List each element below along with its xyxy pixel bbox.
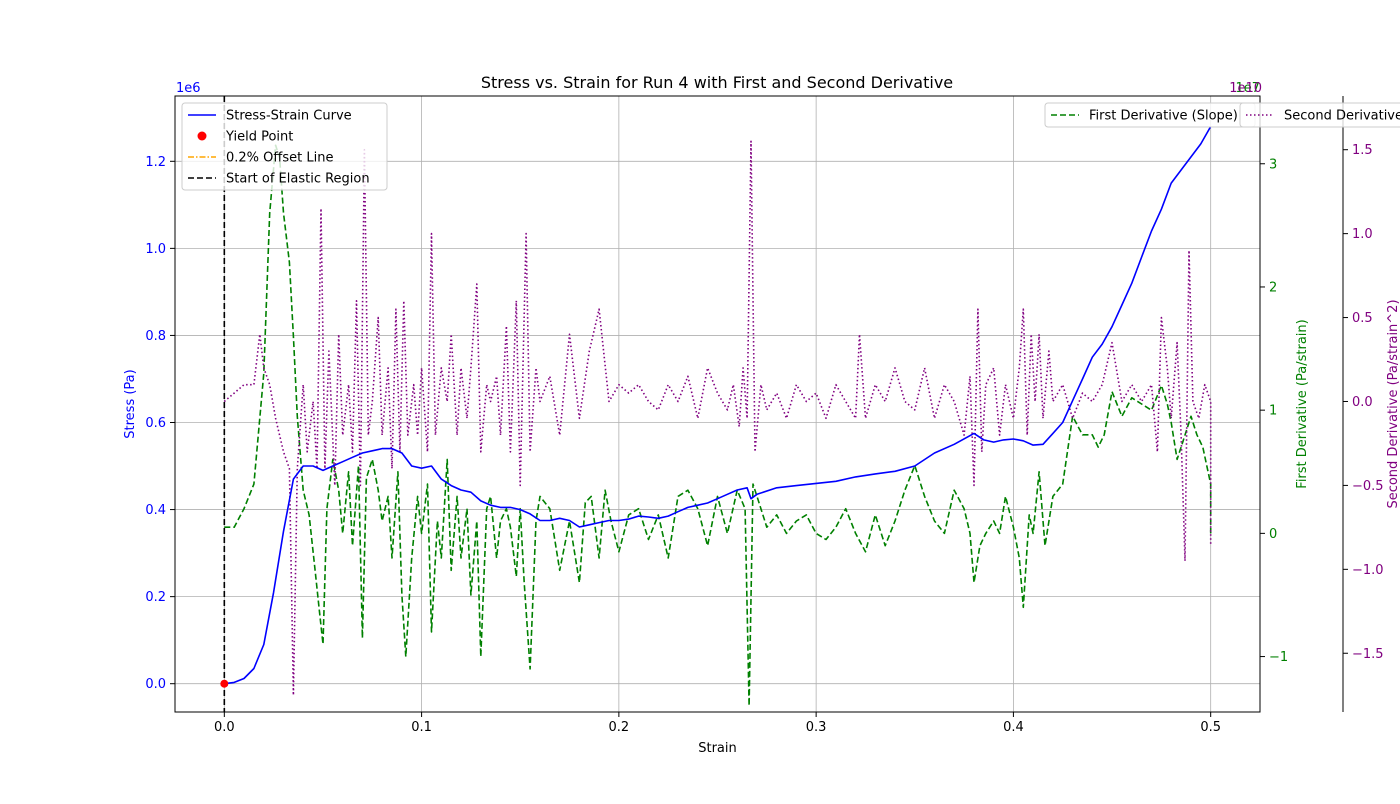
left-tick-label: 0.6 [145,416,166,431]
right2-tick-label: −1.0 [1352,563,1384,578]
right2-axis-label: Second Derivative (Pa/strain^2) [1386,299,1400,508]
right2-tick-label: 0.0 [1352,395,1373,410]
x-tick-label: 0.5 [1200,720,1221,735]
legend-layer: Stress-Strain Curve Yield Point 0.2% Offse… [181,102,1400,191]
chart-title: Stress vs. Strain for Run 4 with First a… [481,73,953,92]
series-layer [220,96,1212,712]
stress-strain-curve-line [224,126,1212,685]
axis-layer: 0.0 0.1 0.2 0.3 0.4 0.5 Strain 0.0 0.2 0.4 0.6 0.8 1… [123,81,1400,756]
yield-point-marker [220,679,229,688]
right2-tick-label: 0.5 [1352,311,1373,326]
x-tick-label: 0.2 [609,720,630,735]
left-offset-text: 1e6 [176,81,201,96]
right1-tick-label: 0 [1269,527,1277,542]
second-derivative-line [223,140,1212,696]
x-tick-label: 0.3 [806,720,827,735]
left-tick-label: 1.0 [145,242,166,257]
left-tick-label: 0.4 [145,503,166,518]
legend-left-label: Stress-Strain Curve [226,109,352,124]
plot-frame [174,95,1261,713]
left-tick-label: 0.0 [145,677,166,692]
right2-tick-label: 1.0 [1352,227,1373,242]
grid-layer [175,96,1260,712]
legend-left-label: 0.2% Offset Line [226,151,333,166]
right1-tick-label: 3 [1269,157,1277,172]
right1-tick-label: −1 [1269,650,1288,665]
left-tick-label: 1.2 [145,155,166,170]
legend-left-label: Start of Elastic Region [226,172,370,187]
legend-first-label: First Derivative (Slope) [1089,109,1238,124]
right2-tick-label: 1.5 [1352,143,1373,158]
legend-left-label: Yield Point [225,130,293,145]
left-tick-label: 0.8 [145,329,166,344]
right2-offset-text: 1e10 [1229,81,1262,96]
right1-tick-label: 2 [1269,280,1277,295]
legend-swatch-yield [197,131,207,141]
right1-tick-label: 1 [1269,404,1277,419]
x-tick-label: 0.1 [411,720,432,735]
legend-left-box [181,102,388,191]
left-axis-label: Stress (Pa) [123,369,138,438]
right2-tick-label: −1.5 [1352,647,1384,662]
right1-offset-text: 1e7 [1235,81,1260,96]
right1-axis-label: First Derivative (Pa/strain) [1295,319,1310,488]
x-tick-label: 0.4 [1003,720,1024,735]
right2-tick-label: −0.5 [1352,479,1384,494]
legend-second-label: Second Derivative [1284,109,1400,124]
x-axis-label: Strain [698,741,737,756]
left-tick-label: 0.2 [145,590,166,605]
legend-second-box [1239,102,1400,128]
x-tick-label: 0.0 [214,720,235,735]
